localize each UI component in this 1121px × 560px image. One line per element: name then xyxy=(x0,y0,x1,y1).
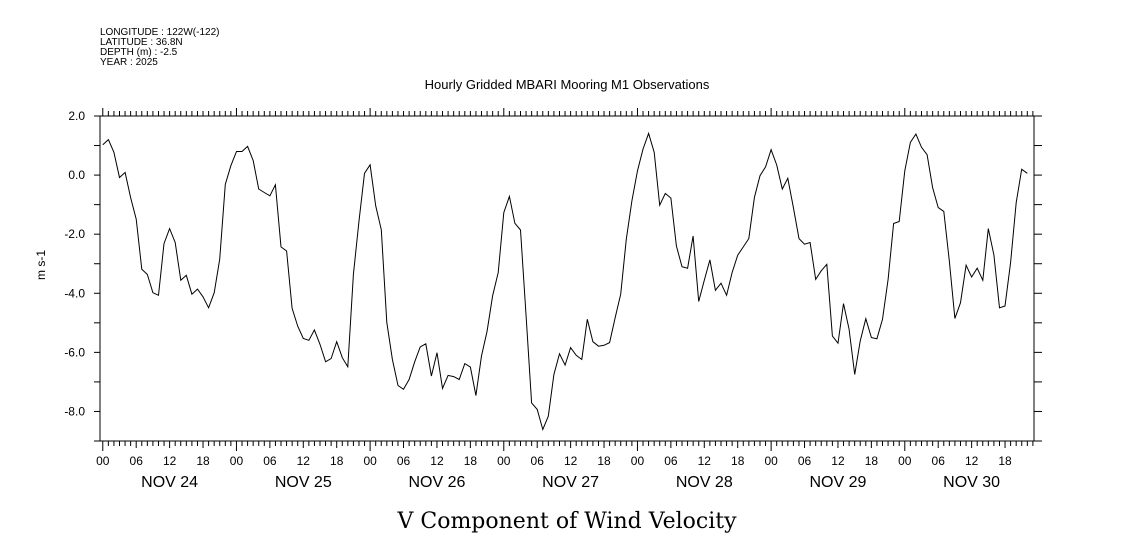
x-hour-label: 06 xyxy=(664,454,678,468)
x-hour-label: 06 xyxy=(798,454,812,468)
x-hour-label: 00 xyxy=(230,454,244,468)
x-day-label: NOV 28 xyxy=(676,474,733,491)
x-hour-label: 06 xyxy=(130,454,144,468)
plot-frame xyxy=(99,115,1035,442)
x-hour-label: 00 xyxy=(497,454,511,468)
x-hour-label: 00 xyxy=(96,454,110,468)
y-axis-label: m s-1 xyxy=(34,250,48,280)
x-day-label: NOV 30 xyxy=(943,474,1000,491)
metadata-line: LATITUDE : 36.8N xyxy=(100,37,183,48)
x-hour-label: 12 xyxy=(698,454,712,468)
x-hour-label: 18 xyxy=(196,454,210,468)
y-tick-label: -2.0 xyxy=(64,227,85,241)
x-hour-label: 06 xyxy=(397,454,411,468)
x-day-label: NOV 27 xyxy=(542,474,599,491)
y-tick-label: -6.0 xyxy=(64,345,85,359)
x-hour-label: 12 xyxy=(163,454,177,468)
x-hour-label: 18 xyxy=(597,454,611,468)
x-hour-label: 18 xyxy=(464,454,478,468)
y-tick-labels: 2.0 0.0 -2.0 -4.0 -6.0 -8.0 xyxy=(64,109,85,418)
x-hour-label: 12 xyxy=(297,454,311,468)
series-line xyxy=(102,131,1028,432)
y-tick-label: 2.0 xyxy=(68,109,85,123)
x-hour-label: 06 xyxy=(531,454,545,468)
x-axis-title: V Component of Wind Velocity xyxy=(396,509,737,534)
x-hour-label: 18 xyxy=(865,454,879,468)
x-day-label: NOV 24 xyxy=(141,474,198,491)
x-hour-label: 12 xyxy=(831,454,845,468)
metadata-line: LONGITUDE : 122W(-122) xyxy=(100,27,219,38)
x-hour-label: 00 xyxy=(898,454,912,468)
x-hour-label: 12 xyxy=(965,454,979,468)
metadata-block: LONGITUDE : 122W(-122)LATITUDE : 36.8NDE… xyxy=(100,27,219,68)
x-day-label: NOV 29 xyxy=(809,474,866,491)
x-hour-label: 12 xyxy=(564,454,578,468)
x-tick-labels: 00 06 12 18 00 06 12 18 00 06 12 18 00 06 12 18 00 06 12 18… xyxy=(96,454,1012,491)
x-hour-label: 12 xyxy=(430,454,444,468)
x-hour-label: 00 xyxy=(764,454,778,468)
axis-ticks xyxy=(94,108,1042,451)
x-day-label: NOV 26 xyxy=(408,474,465,491)
chart-title: Hourly Gridded MBARI Mooring M1 Observat… xyxy=(425,77,710,92)
x-hour-label: 06 xyxy=(932,454,946,468)
x-hour-label: 18 xyxy=(998,454,1012,468)
x-day-label: NOV 25 xyxy=(275,474,332,491)
y-tick-label: -4.0 xyxy=(64,286,85,300)
x-hour-label: 00 xyxy=(631,454,645,468)
y-tick-label: -8.0 xyxy=(64,404,85,418)
x-hour-label: 00 xyxy=(363,454,377,468)
metadata-line: DEPTH (m) : -2.5 xyxy=(100,47,178,58)
x-hour-label: 18 xyxy=(330,454,344,468)
x-hour-label: 06 xyxy=(263,454,277,468)
x-hour-label: 18 xyxy=(731,454,745,468)
metadata-line: YEAR : 2025 xyxy=(100,57,158,68)
y-tick-label: 0.0 xyxy=(68,168,85,182)
